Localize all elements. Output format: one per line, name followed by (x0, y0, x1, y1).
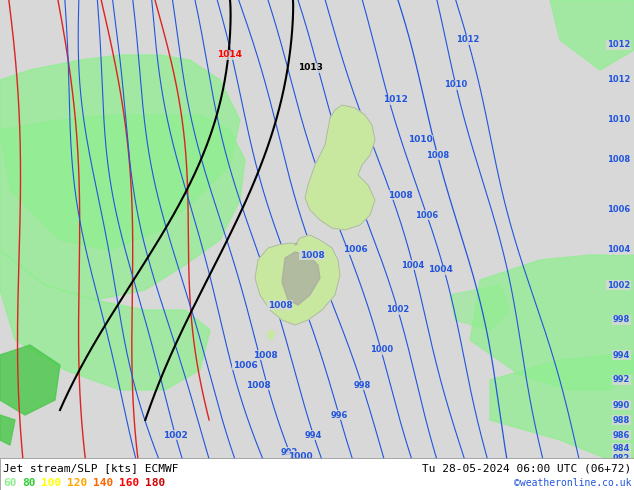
Text: 180: 180 (145, 478, 165, 488)
Text: 1008: 1008 (245, 381, 270, 390)
Text: 1002: 1002 (386, 305, 410, 315)
Text: 990: 990 (612, 400, 630, 410)
Polygon shape (267, 330, 275, 340)
Text: 1012: 1012 (382, 96, 408, 104)
Text: ©weatheronline.co.uk: ©weatheronline.co.uk (514, 478, 631, 488)
Text: 120: 120 (67, 478, 87, 488)
Text: 1014: 1014 (217, 50, 242, 59)
Text: 986: 986 (612, 431, 630, 440)
Text: 1012: 1012 (456, 35, 479, 45)
Text: 998: 998 (612, 316, 630, 324)
Text: 60: 60 (3, 478, 16, 488)
Text: 1008: 1008 (252, 350, 278, 360)
Text: 982: 982 (612, 454, 630, 463)
Text: 984: 984 (612, 443, 630, 452)
Text: 100: 100 (41, 478, 61, 488)
Text: 1004: 1004 (427, 266, 453, 274)
Text: 1010: 1010 (607, 116, 630, 124)
Polygon shape (450, 285, 510, 330)
Text: 160: 160 (119, 478, 139, 488)
Text: 992: 992 (281, 447, 298, 457)
Text: 1004: 1004 (401, 261, 424, 270)
Text: Jet stream/SLP [kts] ECMWF: Jet stream/SLP [kts] ECMWF (3, 463, 179, 473)
Text: 1000: 1000 (370, 345, 393, 354)
Polygon shape (0, 250, 210, 390)
Text: 994: 994 (612, 350, 630, 360)
Text: 1010: 1010 (444, 80, 467, 90)
Polygon shape (550, 0, 634, 70)
Polygon shape (0, 345, 60, 415)
Text: 1006: 1006 (233, 361, 257, 369)
Text: 996: 996 (330, 411, 348, 419)
Polygon shape (0, 115, 245, 300)
Text: 1002: 1002 (163, 431, 188, 440)
Polygon shape (305, 105, 375, 230)
Text: 994: 994 (305, 431, 322, 440)
Text: 1008: 1008 (607, 155, 630, 165)
Text: 1008: 1008 (268, 300, 292, 310)
Text: 1006: 1006 (415, 211, 439, 220)
Bar (0, 458, 634, 490)
Text: 1013: 1013 (297, 64, 323, 73)
Text: 1002: 1002 (607, 280, 630, 290)
Polygon shape (0, 415, 15, 445)
Polygon shape (0, 55, 240, 250)
Text: Tu 28-05-2024 06:00 UTC (06+72): Tu 28-05-2024 06:00 UTC (06+72) (422, 463, 631, 473)
Polygon shape (490, 355, 634, 460)
Text: 140: 140 (93, 478, 113, 488)
Polygon shape (470, 255, 634, 390)
Polygon shape (282, 252, 320, 305)
Text: 1004: 1004 (607, 245, 630, 254)
Polygon shape (255, 235, 340, 325)
Text: 80: 80 (22, 478, 36, 488)
Text: 1008: 1008 (426, 150, 449, 160)
Text: 1008: 1008 (387, 191, 412, 199)
Text: 1006: 1006 (342, 245, 367, 254)
Text: 1012: 1012 (607, 75, 630, 84)
Text: 992: 992 (612, 375, 630, 385)
Text: 1010: 1010 (408, 136, 432, 145)
Text: 1012: 1012 (607, 41, 630, 49)
Text: 1008: 1008 (300, 250, 325, 260)
Text: 980: 980 (612, 463, 630, 471)
Text: 998: 998 (353, 381, 370, 390)
Text: 1000: 1000 (288, 451, 313, 461)
Text: 988: 988 (612, 416, 630, 424)
Text: 1006: 1006 (607, 205, 630, 215)
